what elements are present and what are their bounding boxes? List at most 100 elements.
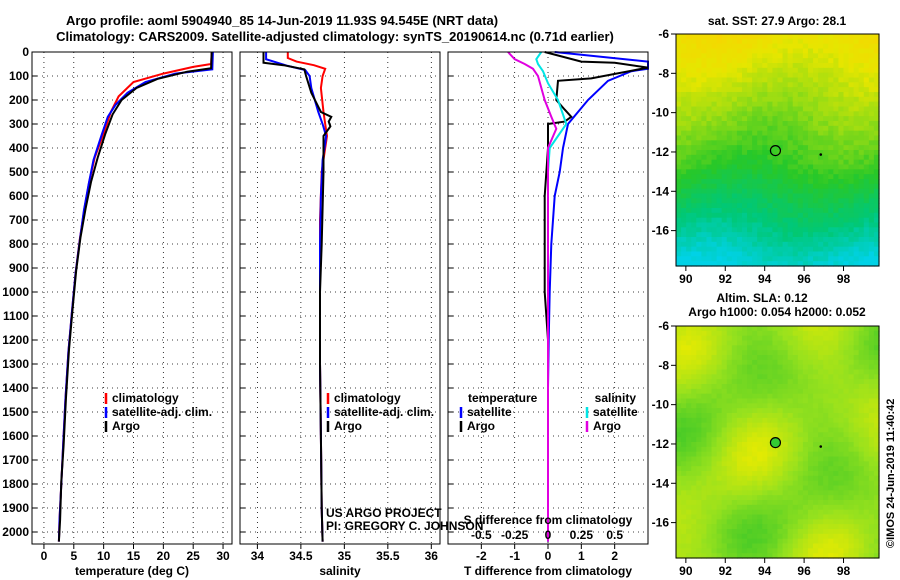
heatmap-cell [706,393,713,400]
heatmap-cell [701,485,708,491]
heatmap-cell [676,92,682,98]
heatmap-cell [797,140,804,146]
heatmap-cell [762,125,768,132]
heatmap-cell [691,87,697,93]
heatmap-cell [716,116,723,122]
heatmap-cell [797,495,804,501]
heatmap-cell [731,350,738,356]
heatmap-cell [807,466,814,472]
heatmap-cell [813,461,819,467]
heatmap-cell [686,53,692,59]
heatmap-cell [741,87,748,93]
heatmap-cell [681,116,687,122]
heatmap-cell [828,326,834,332]
heatmap-cell [736,417,743,424]
heatmap-cell [721,432,728,438]
heatmap-cell [721,519,728,525]
heatmap-cell [858,461,865,467]
heatmap-cell [823,335,829,342]
heatmap-cell [736,222,743,228]
heatmap-cell [772,480,779,487]
heatmap-cell [676,437,682,443]
heatmap-cell [757,208,763,214]
heatmap-cell [676,77,682,83]
heatmap-cell [696,442,702,448]
heatmap-cell [823,232,829,238]
heatmap-cell [843,106,850,112]
x-axis-label: T difference from climatology [464,564,632,578]
heatmap-cell [726,227,733,233]
y-tick-label: -8 [658,358,669,372]
heatmap-cell [741,374,748,380]
heatmap-cell [757,350,763,356]
heatmap-cell [848,140,855,146]
heatmap-cell [701,232,708,238]
heatmap-cell [747,519,753,525]
heatmap-cell [853,480,860,487]
heatmap-cell [787,164,794,170]
heatmap-cell [787,241,794,248]
heatmap-cell [843,417,850,424]
heatmap-cell [853,524,860,530]
heatmap-cell [782,154,789,161]
heatmap-cell [757,446,763,453]
heatmap-cell [736,509,743,516]
heatmap-cell [731,466,738,472]
heatmap-cell [777,188,784,195]
heatmap-cell [823,217,829,224]
heatmap-cell [782,413,789,419]
heatmap-cell [787,422,794,429]
heatmap-cell [868,504,875,511]
heatmap-cell [868,237,875,243]
heatmap-cell [873,101,880,108]
heatmap-cell [802,67,809,74]
heatmap-cell [752,111,758,117]
heatmap-cell [782,393,789,400]
heatmap-cell [731,43,738,50]
heatmap-cell [721,417,728,424]
heatmap-cell [838,121,845,127]
heatmap-cell [721,106,728,112]
heatmap-cell [726,408,733,414]
heatmap-cell [736,43,743,50]
heatmap-cell [873,355,880,361]
heatmap-cell [792,246,799,253]
heatmap-cell [873,256,880,262]
heatmap-cell [797,63,804,69]
heatmap-cell [797,193,804,199]
heatmap-cell [676,553,682,559]
heatmap-cell [828,422,834,429]
heatmap-cell [711,446,718,453]
heatmap-cell [833,53,839,59]
heatmap-cell [873,237,880,243]
heatmap-cell [787,471,794,477]
heatmap-cell [818,174,824,180]
heatmap-cell [833,379,839,385]
heatmap-cell [813,135,819,141]
y-tick-label: -6 [658,27,669,41]
heatmap-cell [747,101,753,108]
heatmap-cell [716,413,723,419]
heatmap-cell [726,111,733,117]
heatmap-cell [747,130,753,137]
heatmap-cell [818,179,824,185]
heatmap-cell [802,480,809,487]
heatmap-cell [838,246,845,253]
heatmap-cell [818,326,824,332]
heatmap-cell [797,261,804,267]
heatmap-cell [752,135,758,141]
heatmap-cell [736,203,743,209]
heatmap-cell [747,256,753,262]
heatmap-cell [676,340,682,346]
heatmap-cell [873,145,880,151]
heatmap-cell [873,422,880,429]
heatmap-cell [807,150,814,156]
heatmap-cell [833,101,839,108]
heatmap-cell [792,150,799,156]
heatmap-cell [848,427,855,433]
heatmap-cell [696,533,702,540]
heatmap-cell [686,374,692,380]
heatmap-cell [686,116,692,122]
heatmap-cell [757,261,763,267]
heatmap-cell [686,330,692,337]
